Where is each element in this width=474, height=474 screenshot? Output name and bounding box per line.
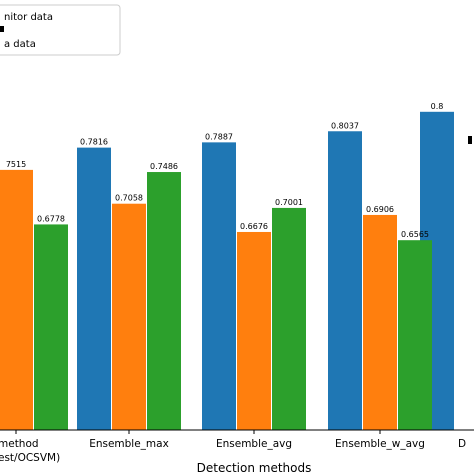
bar-0-2 — [202, 142, 236, 430]
bars-layer — [0, 111, 472, 431]
data-label-0-1: 0.7816 — [80, 138, 108, 147]
data-label-0-3: 0.8037 — [331, 121, 359, 130]
x-tick-label-ensemble-avg: Ensemble_avg — [216, 438, 292, 450]
legend: nitor data a data — [0, 4, 121, 56]
legend-label-blue: nitor data — [4, 12, 53, 23]
x-ticks — [15, 430, 381, 434]
x-tick-label-ocsvm: est/OCSVM) — [0, 452, 60, 464]
bar-2-1 — [147, 172, 181, 430]
legend-label-green: a data — [4, 39, 36, 50]
bar-2-3 — [398, 240, 432, 430]
x-axis-title: Detection methods — [197, 461, 312, 474]
x-tick-label-ensemble-max: Ensemble_max — [89, 438, 169, 450]
x-tick-label-ensemble-w-avg: Ensemble_w_avg — [335, 438, 425, 450]
data-label-1-1: 0.7058 — [115, 194, 143, 203]
data-label-1-2: 0.6676 — [240, 222, 268, 231]
legend-swatch-orange — [0, 26, 4, 32]
data-label-0-2: 0.7887 — [205, 132, 233, 141]
data-label-1-0: 7515 — [6, 160, 26, 169]
bar-1-1 — [112, 203, 146, 430]
error-bar-marker — [468, 136, 472, 144]
x-tick-label-method: method — [0, 438, 39, 450]
bar-0-1 — [77, 147, 111, 430]
bar-2-0 — [34, 224, 68, 430]
data-label-1-3: 0.6906 — [366, 205, 394, 214]
data-label-0-4: 0.8 — [431, 102, 444, 111]
bar-2-2 — [272, 207, 306, 430]
data-labels-layer: 0.7816 0.7887 0.8037 0.8 7515 0.7058 0.6676 0.6… — [6, 102, 444, 239]
bar-1-2 — [237, 231, 271, 430]
data-label-2-1: 0.7486 — [150, 162, 178, 171]
legend-box — [0, 4, 121, 56]
bar-0-3 — [328, 131, 362, 430]
x-tick-label-d: D — [458, 438, 466, 450]
data-label-2-3: 0.6565 — [401, 230, 429, 239]
data-label-2-2: 0.7001 — [275, 198, 303, 207]
bar-1-3 — [363, 214, 397, 430]
bar-1-0 — [0, 169, 33, 430]
data-label-2-0: 0.6778 — [37, 214, 65, 223]
